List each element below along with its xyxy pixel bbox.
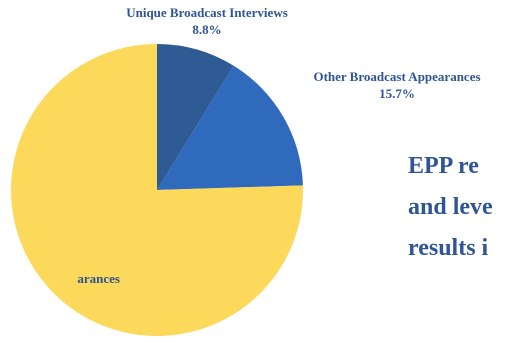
pie-slice-unique-broadcast-interviews [157, 44, 234, 190]
slice-label-appearances: arances [0, 270, 120, 287]
slice-label-name: arances [77, 271, 120, 286]
headline-line-3: results i [408, 235, 489, 261]
slice-label-value: 8.8% [192, 22, 222, 37]
slice-label-other-broadcast-appearances: Other Broadcast Appearances 15.7% [272, 68, 507, 102]
slice-label-name: Unique Broadcast Interviews [126, 5, 288, 20]
pie-slice-appearances [10, 44, 303, 336]
slice-label-unique-broadcast-interviews: Unique Broadcast Interviews 8.8% [97, 4, 317, 38]
headline-line-1: EPP re [408, 153, 479, 179]
slice-label-name: Other Broadcast Appearances [313, 69, 481, 84]
pie-slice-other-broadcast-appearances [157, 65, 303, 190]
headline-line-2: and leve [408, 194, 493, 220]
slice-label-value: 15.7% [379, 86, 415, 101]
headline-text: EPP re and leve results i [408, 146, 507, 269]
